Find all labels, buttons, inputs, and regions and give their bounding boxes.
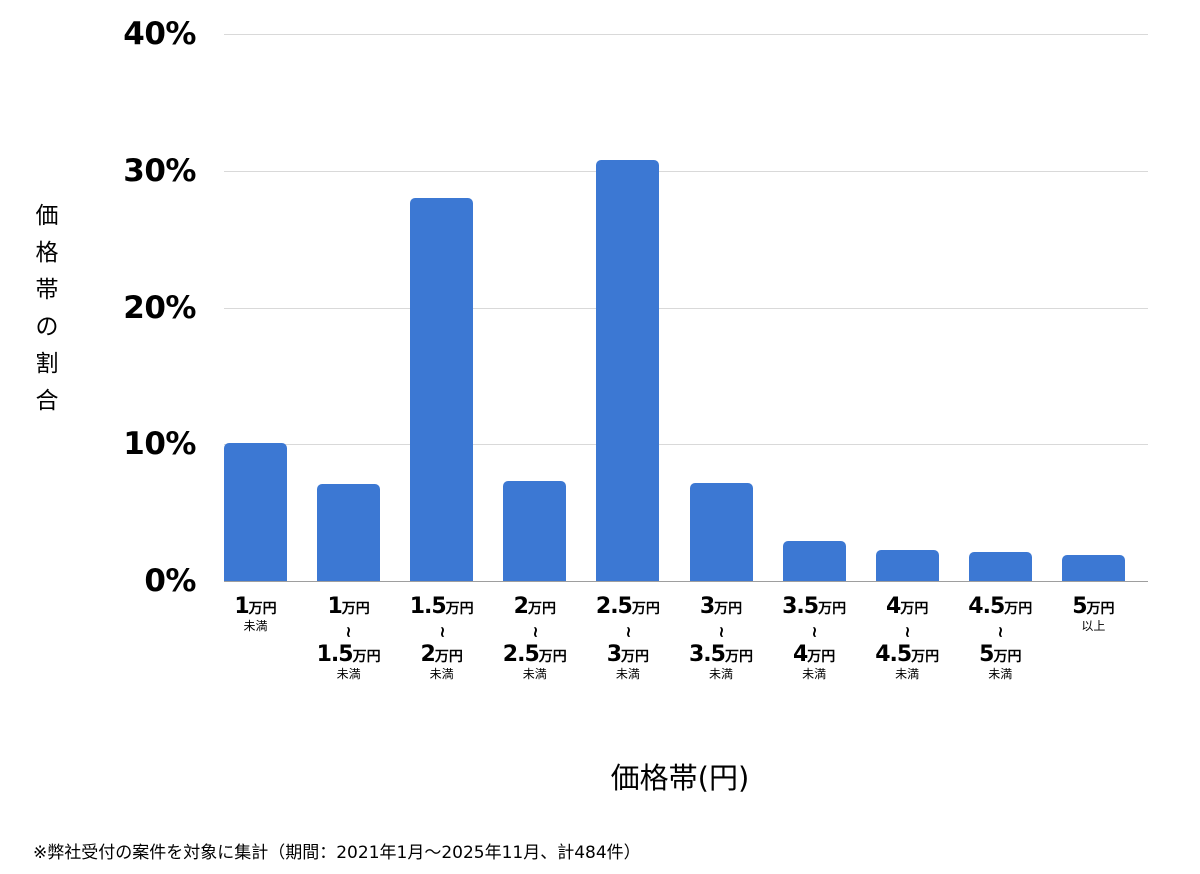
tilde-icon: ~ — [990, 625, 1011, 639]
range-from: 4.5 — [968, 594, 1005, 619]
y-axis-title: 価 格 帯 の 割 合 — [35, 203, 59, 414]
unit: 万円 — [352, 649, 381, 665]
bar[interactable] — [968, 552, 1032, 581]
range-from: 1.5 — [409, 594, 447, 619]
unit: 万円 — [445, 601, 474, 617]
range-suffix: 以上 — [1081, 619, 1106, 633]
unit: 万円 — [900, 601, 929, 617]
range-from: 5 — [1072, 594, 1087, 619]
range-suffix: 未満 — [336, 667, 361, 681]
range-to: 2 — [420, 642, 436, 667]
bar[interactable] — [317, 483, 381, 581]
range-to: 5 — [979, 642, 994, 667]
y-tick-label: 10% — [123, 426, 196, 463]
range-from: 1 — [234, 594, 249, 619]
range-suffix: 未満 — [988, 667, 1013, 681]
x-tick-label: 1.5万円 ~2万円 未満 — [397, 594, 487, 682]
bar[interactable] — [503, 481, 567, 581]
unit: 万円 — [993, 649, 1022, 665]
x-tick-label: 2万円 ~2.5万円 未満 — [490, 594, 580, 682]
unit: 万円 — [631, 601, 660, 617]
range-suffix: 未満 — [429, 667, 454, 681]
bar[interactable] — [410, 198, 474, 581]
unit: 万円 — [538, 649, 567, 665]
range-to: 4 — [792, 642, 808, 667]
range-suffix: 未満 — [802, 667, 827, 681]
x-tick-label: 2.5万円 ~3万円 未満 — [583, 594, 673, 682]
x-tick-label: 1万円 ~1.5万円 未満 — [304, 594, 394, 682]
x-tick-label: 4.5万円 ~5万円 未満 — [955, 594, 1045, 682]
x-tick-label: 5万円以上 — [1048, 594, 1138, 634]
unit: 万円 — [527, 601, 556, 617]
y-tick-label: 40% — [123, 16, 196, 52]
bar[interactable] — [596, 159, 660, 581]
unit: 万円 — [621, 649, 650, 665]
x-axis-baseline — [224, 581, 1148, 582]
range-from: 1 — [327, 594, 342, 619]
unit: 万円 — [1004, 601, 1033, 617]
tilde-icon: ~ — [338, 625, 359, 639]
range-suffix: 未満 — [615, 667, 640, 681]
x-axis-title: 価格帯(円) — [610, 761, 750, 795]
range-to: 3.5 — [689, 642, 726, 667]
range-suffix: 未満 — [243, 619, 268, 633]
unit: 万円 — [911, 649, 940, 665]
x-tick-label: 3万円 ~3.5万円 未満 — [676, 594, 766, 682]
range-from: 3 — [699, 594, 715, 619]
range-to: 1.5 — [316, 642, 354, 667]
tilde-icon: ~ — [617, 625, 638, 639]
unit: 万円 — [807, 649, 836, 665]
gridline — [224, 171, 1148, 172]
unit: 万円 — [248, 601, 277, 617]
range-to: 4.5 — [875, 642, 912, 667]
footnote: ※弊社受付の案件を対象に集計（期間：2021年1月〜2025年11月、計484件… — [33, 843, 641, 863]
range-to: 3 — [606, 642, 622, 667]
y-tick-label: 0% — [144, 563, 196, 599]
range-from: 2 — [513, 594, 529, 619]
unit: 万円 — [724, 649, 753, 665]
tilde-icon: ~ — [711, 625, 731, 639]
gridline — [224, 444, 1148, 445]
range-from: 2.5 — [595, 594, 633, 619]
bar[interactable] — [689, 482, 753, 581]
unit: 万円 — [818, 601, 847, 617]
range-suffix: 未満 — [522, 667, 547, 681]
unit: 万円 — [714, 601, 743, 617]
tilde-icon: ~ — [804, 625, 825, 639]
tilde-icon: ~ — [431, 625, 452, 639]
unit: 万円 — [434, 649, 463, 665]
y-tick-label: 20% — [123, 289, 196, 326]
tilde-icon: ~ — [524, 625, 545, 639]
gridline — [224, 34, 1148, 35]
unit: 万円 — [1086, 601, 1115, 617]
tilde-icon: ~ — [897, 625, 918, 639]
x-tick-label: 4万円 ~4.5万円 未満 — [862, 594, 952, 682]
bar[interactable] — [782, 541, 846, 581]
range-from: 3.5 — [782, 594, 819, 619]
gridline — [224, 308, 1148, 309]
bar[interactable] — [1061, 555, 1125, 581]
bar[interactable] — [224, 442, 287, 581]
range-suffix: 未満 — [895, 667, 920, 681]
x-tick-label: 1万円未満 — [211, 594, 301, 634]
range-to: 2.5 — [502, 642, 540, 667]
bar[interactable] — [875, 549, 939, 581]
y-tick-label: 30% — [123, 152, 196, 189]
range-suffix: 未満 — [708, 667, 733, 681]
range-from: 4 — [886, 594, 901, 619]
x-tick-label: 3.5万円 ~4万円 未満 — [769, 594, 859, 682]
unit: 万円 — [341, 601, 370, 617]
